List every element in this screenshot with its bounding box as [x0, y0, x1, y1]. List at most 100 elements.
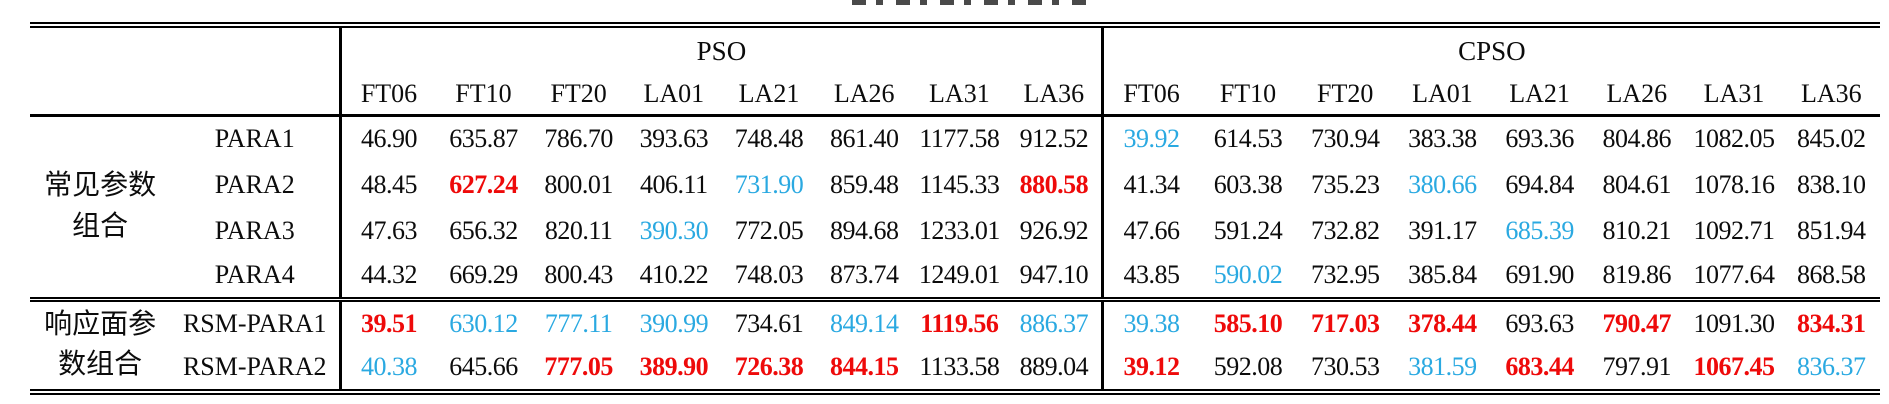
value-cell-cpso-la21: 693.36 [1505, 124, 1574, 154]
value-cell-pso-ft10: 645.66 [449, 352, 518, 381]
table-row: PARA3 47.63 656.32 820.11 390.30 772.05 894.68… [30, 207, 1880, 254]
value-cell-cpso-la21: 693.63 [1505, 308, 1574, 338]
value-cell-cpso-la31: 1091.30 [1693, 308, 1776, 338]
value-cell-cpso-la36: 845.02 [1797, 124, 1866, 154]
value-cell-cpso-ft10: 590.02 [1213, 260, 1283, 290]
column-header-pso-la01: LA01 [643, 79, 705, 108]
value-cell-cpso-la26: 790.47 [1602, 308, 1672, 338]
value-cell-pso-la26: 894.68 [829, 215, 899, 245]
value-cell-pso-la36: 912.52 [1019, 124, 1089, 154]
value-cell-cpso-ft06: 39.38 [1100, 299, 1200, 346]
value-cell-pso-la31: 1177.58 [919, 124, 1000, 154]
value-cell-cpso-ft20: 735.23 [1310, 169, 1380, 199]
param-label: PARA2 [214, 169, 295, 199]
value-cell-pso-la31: 1119.56 [920, 308, 999, 338]
value-cell-cpso-la21: 685.39 [1505, 215, 1574, 245]
column-group-cpso: CPSO [1100, 22, 1880, 74]
column-header-cpso-la31: LA31 [1703, 79, 1765, 108]
value-cell-cpso-la26: 797.91 [1602, 352, 1672, 381]
value-cell-cpso-ft06: 41.34 [1100, 161, 1200, 208]
table-row: 常见参数 组合 PARA1 46.90 635.87 786.70 393.63 748.48… [30, 115, 1880, 242]
param-label: PARA1 [214, 124, 295, 154]
row-group-rsm-params: 响应面参 数组合 RSM-PARA1 39.51 630.12 777.11 390.99 7… [30, 299, 1880, 392]
value-cell-cpso-la36: 851.94 [1797, 215, 1866, 245]
value-cell-pso-la36: 880.58 [1019, 169, 1089, 199]
value-cell-pso-la31: 1145.33 [919, 169, 1000, 199]
param-label: RSM-PARA1 [182, 308, 327, 338]
value-cell-pso-ft10: 630.12 [449, 308, 518, 338]
value-cell-cpso-ft10: 591.24 [1213, 215, 1283, 245]
column-header-pso-la21: LA21 [738, 79, 800, 108]
row-group-label: 响应面参 数组合 [44, 308, 157, 381]
value-cell-cpso-ft06: 39.12 [1100, 345, 1200, 392]
value-cell-cpso-la31: 1078.16 [1693, 169, 1776, 199]
cropped-caption-fragment [852, 0, 1092, 5]
value-cell-cpso-la36: 868.58 [1797, 260, 1866, 290]
value-cell-pso-la21: 748.03 [734, 260, 804, 290]
value-cell-pso-ft20: 777.11 [544, 308, 613, 338]
column-header-cpso-la01: LA01 [1412, 79, 1473, 108]
value-cell-pso-ft10: 635.87 [449, 124, 518, 154]
column-header-pso-la36: LA36 [1023, 79, 1085, 108]
corner-cell [30, 22, 341, 116]
value-cell-cpso-ft20: 732.82 [1310, 215, 1380, 245]
value-cell-cpso-la31: 1077.64 [1693, 260, 1776, 290]
value-cell-cpso-la36: 834.31 [1797, 308, 1866, 338]
value-cell-cpso-ft10: 614.53 [1213, 124, 1283, 154]
value-cell-cpso-la01: 385.84 [1408, 260, 1477, 290]
value-cell-cpso-ft06: 43.85 [1100, 253, 1200, 300]
value-cell-cpso-la36: 838.10 [1797, 169, 1866, 199]
value-cell-pso-la31: 1133.58 [919, 352, 1000, 381]
value-cell-pso-ft20: 786.70 [544, 124, 613, 154]
value-cell-cpso-la01: 378.44 [1408, 308, 1477, 338]
param-label: RSM-PARA2 [182, 352, 327, 381]
column-header-pso-ft06: FT06 [339, 74, 436, 116]
param-label: PARA4 [214, 260, 295, 290]
value-cell-pso-ft20: 800.43 [544, 260, 613, 290]
value-cell-cpso-la21: 683.44 [1505, 352, 1574, 381]
column-header-cpso-ft20: FT20 [1317, 79, 1374, 108]
column-header-pso-ft10: FT10 [455, 79, 512, 108]
value-cell-cpso-ft20: 732.95 [1310, 260, 1380, 290]
value-cell-cpso-la01: 391.17 [1408, 215, 1477, 245]
table-row: PARA2 48.45 627.24 800.01 406.11 731.90 859.48… [30, 161, 1880, 208]
value-cell-cpso-ft20: 730.53 [1310, 352, 1380, 381]
value-cell-pso-la36: 889.04 [1019, 352, 1089, 381]
value-cell-cpso-la21: 691.90 [1505, 260, 1574, 290]
value-cell-pso-la01: 406.11 [640, 169, 708, 199]
value-cell-pso-la21: 748.48 [734, 124, 804, 154]
value-cell-pso-ft06: 47.63 [339, 207, 436, 254]
value-cell-pso-la26: 873.74 [829, 260, 899, 290]
value-cell-cpso-ft20: 717.03 [1310, 308, 1380, 338]
value-cell-pso-la01: 393.63 [639, 124, 709, 154]
value-cell-cpso-la01: 380.66 [1408, 169, 1477, 199]
value-cell-pso-la01: 390.99 [639, 308, 709, 338]
column-header-cpso-ft10: FT10 [1219, 79, 1277, 108]
value-cell-pso-ft10: 669.29 [449, 260, 518, 290]
value-cell-pso-la36: 926.92 [1019, 215, 1089, 245]
value-cell-cpso-la26: 819.86 [1602, 260, 1672, 290]
parameter-results-table: PSO CPSO FT06 FT10 FT20 LA01 LA21 LA26 LA31 LA3… [30, 22, 1880, 395]
table-row: 响应面参 数组合 RSM-PARA1 39.51 630.12 777.11 390.99 7… [30, 299, 1880, 380]
param-label: PARA3 [214, 215, 295, 245]
column-header-cpso-la26: LA26 [1606, 79, 1668, 108]
value-cell-cpso-ft06: 39.92 [1100, 115, 1200, 162]
value-cell-pso-la01: 410.22 [639, 260, 709, 290]
value-cell-pso-la26: 844.15 [829, 352, 899, 381]
value-cell-pso-ft06: 46.90 [339, 115, 436, 162]
value-cell-pso-la31: 1233.01 [918, 215, 1001, 245]
value-cell-pso-la21: 726.38 [734, 352, 804, 381]
value-cell-cpso-la26: 804.61 [1602, 169, 1672, 199]
value-cell-cpso-la01: 381.59 [1408, 352, 1477, 381]
value-cell-pso-la21: 734.61 [734, 308, 804, 338]
value-cell-cpso-ft10: 592.08 [1213, 352, 1283, 381]
value-cell-pso-la26: 849.14 [829, 308, 899, 338]
value-cell-pso-ft06: 44.32 [339, 253, 436, 300]
value-cell-cpso-ft20: 730.94 [1310, 124, 1380, 154]
value-cell-pso-ft06: 48.45 [339, 161, 436, 208]
value-cell-cpso-la26: 804.86 [1602, 124, 1672, 154]
table-header: PSO CPSO FT06 FT10 FT20 LA01 LA21 LA26 LA31 LA3… [30, 22, 1880, 116]
value-cell-cpso-ft10: 585.10 [1213, 308, 1283, 338]
value-cell-pso-la36: 947.10 [1019, 260, 1089, 290]
